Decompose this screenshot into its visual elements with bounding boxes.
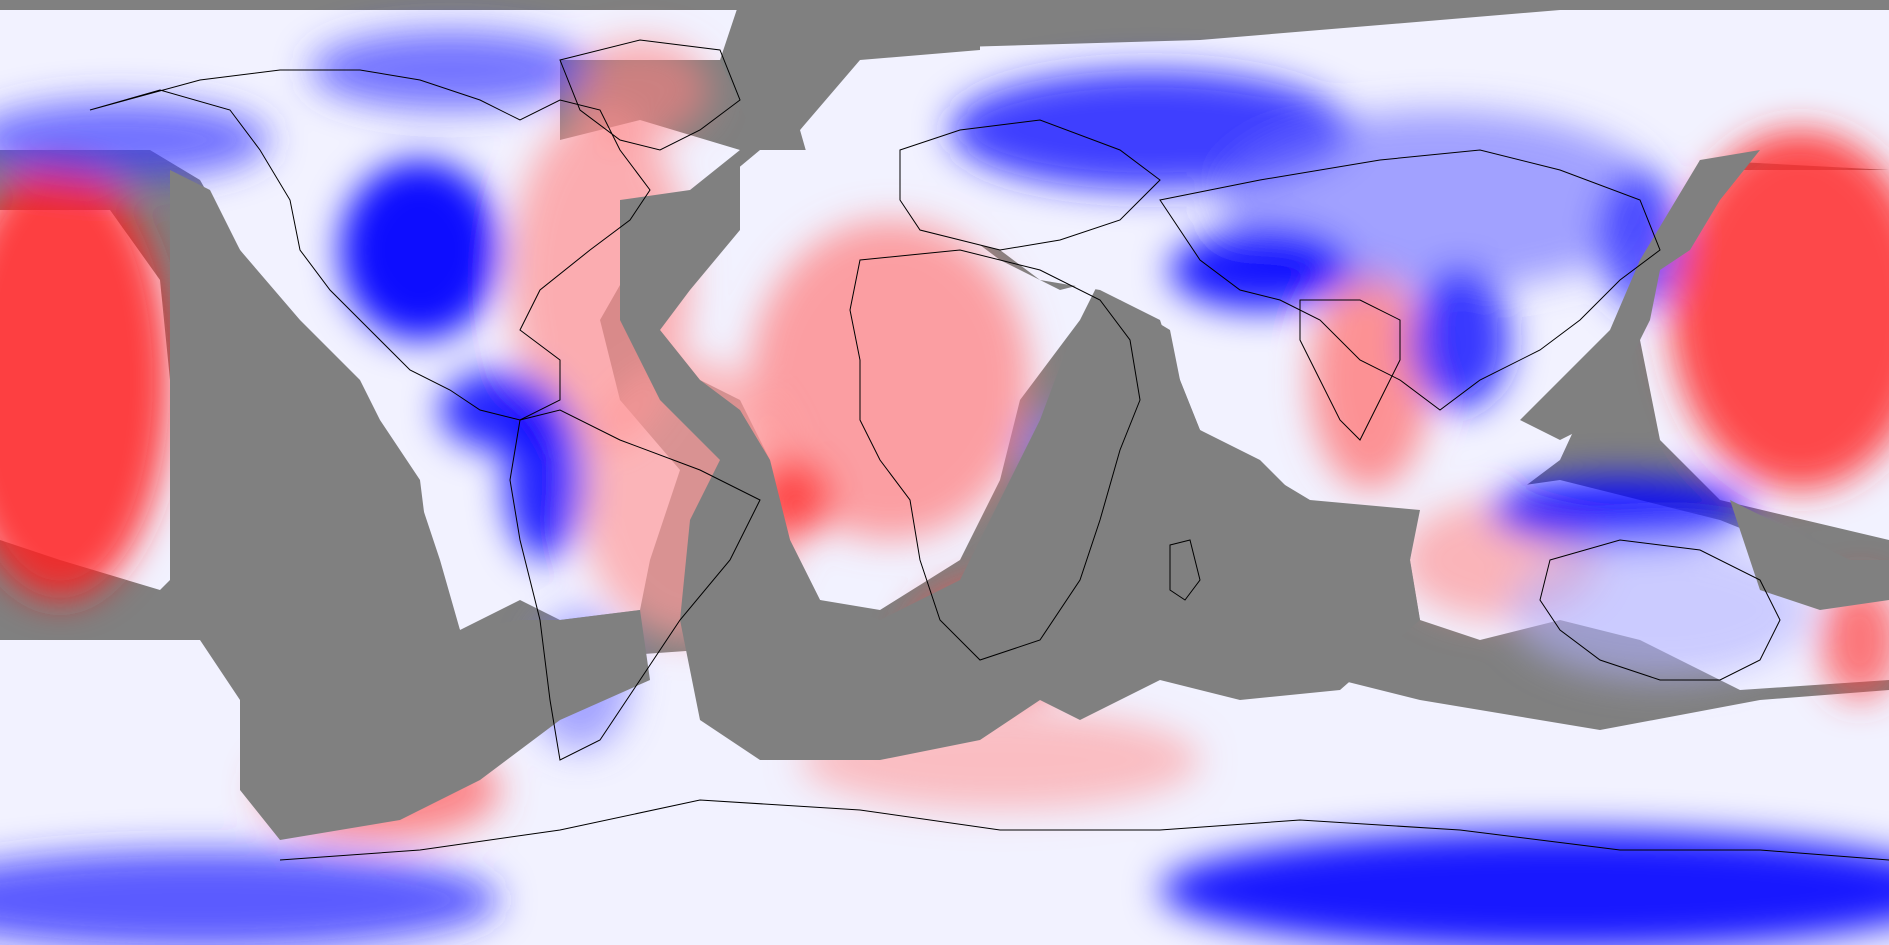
north-america-coast bbox=[89, 69, 651, 421]
new-zealand-warm bbox=[1820, 580, 1889, 700]
north-america-west-cold bbox=[340, 160, 500, 340]
europe-coast bbox=[899, 119, 1161, 251]
asia-coast bbox=[1159, 149, 1661, 411]
canada-north-cold bbox=[310, 30, 590, 110]
south-america-west-cold bbox=[505, 400, 585, 560]
antarctica-west-cold bbox=[0, 850, 500, 945]
tibet-cold bbox=[1170, 230, 1350, 310]
greenland-coast bbox=[559, 39, 741, 151]
maritime-continent-cold bbox=[1490, 475, 1750, 545]
africa-coast bbox=[849, 249, 1141, 661]
india-coast bbox=[1299, 299, 1401, 441]
australia-coast bbox=[1539, 539, 1781, 681]
antarctica-coast bbox=[279, 799, 1889, 861]
alaska-cold bbox=[0, 100, 270, 180]
coastlines bbox=[89, 39, 1889, 861]
indochina-cold bbox=[1410, 270, 1510, 410]
south-america-coast bbox=[509, 409, 761, 761]
madagascar-coast bbox=[1169, 539, 1201, 601]
missing-data-mask bbox=[0, 0, 1889, 840]
western-pacific-warm bbox=[1670, 130, 1889, 490]
anomaly-field bbox=[0, 30, 1889, 945]
south-asia-warm bbox=[1310, 270, 1430, 490]
japan-cold bbox=[1600, 170, 1680, 310]
australia-cool bbox=[1510, 540, 1810, 680]
africa-warm bbox=[750, 220, 1030, 540]
antarctica-cold bbox=[1160, 830, 1889, 945]
central-pacific-warm bbox=[0, 160, 170, 600]
